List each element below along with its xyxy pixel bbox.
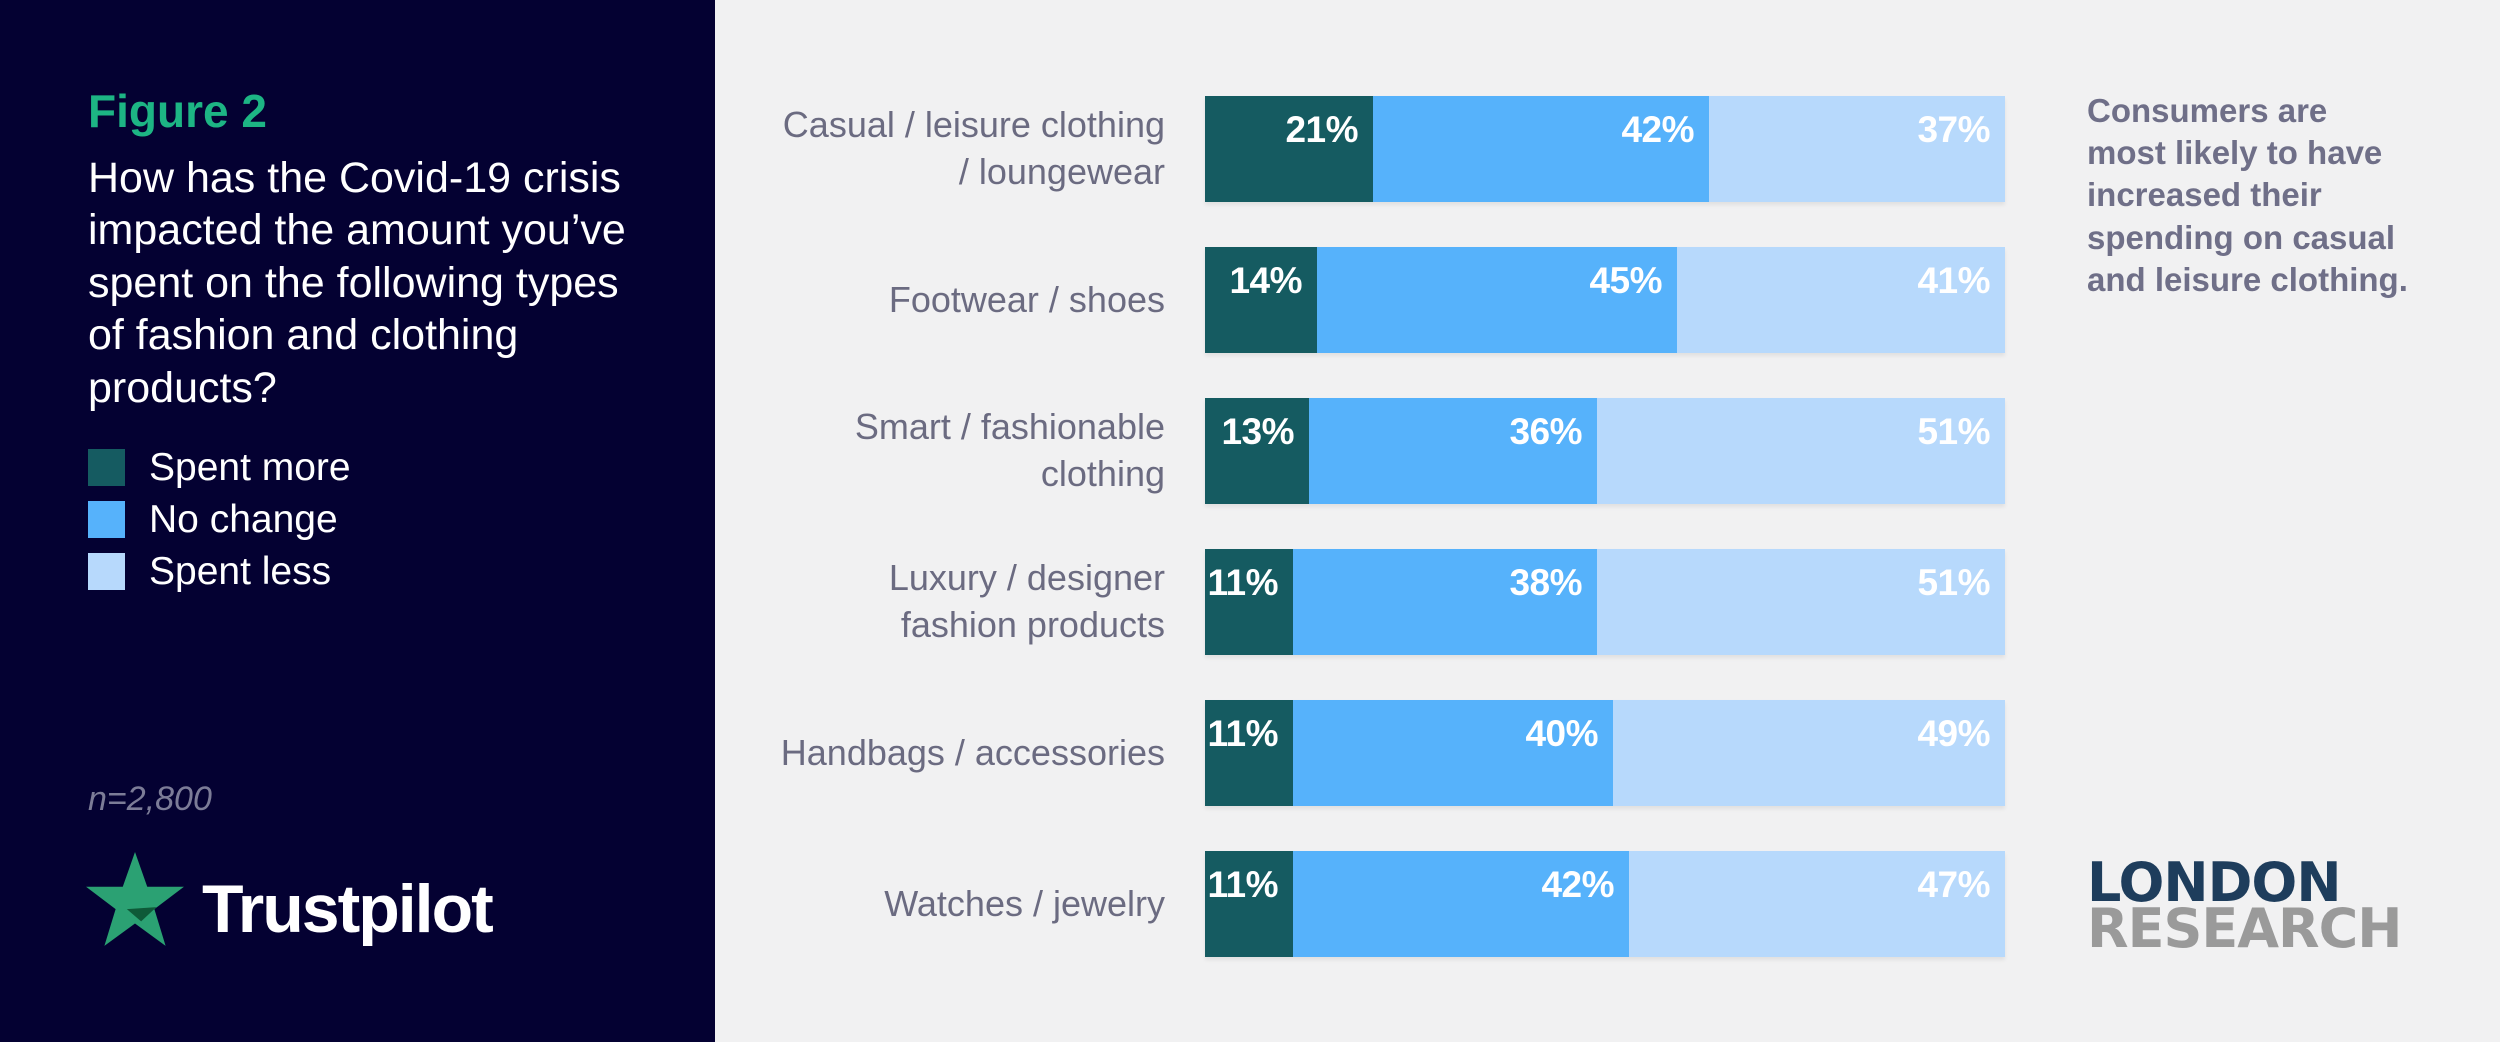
bar-value: 11%: [1207, 562, 1278, 603]
bar-value: 11%: [1207, 713, 1278, 754]
category-label: Luxury / designer fashion products: [888, 557, 1165, 645]
bar-value: 45%: [1589, 260, 1662, 301]
legend-label: Spent more: [149, 446, 351, 489]
bar-segment-no-change: 45%: [1317, 247, 1677, 353]
chart-question-title: How has the Covid-19 crisis impacted the…: [88, 154, 626, 412]
figure-label: Figure 2: [88, 85, 267, 137]
bar-value: 37%: [1917, 109, 1990, 150]
bar-segment-spent-less: 37%: [1709, 96, 2005, 202]
bar-segment-spent-more: 14%: [1205, 247, 1317, 353]
bar-segment-no-change: 42%: [1373, 96, 1709, 202]
bar-track: 21% 42% 37%: [1205, 96, 2005, 202]
bar-segment-spent-more: 11%: [1205, 549, 1293, 655]
bar-value: 38%: [1509, 562, 1582, 603]
bar-segment-spent-less: 41%: [1677, 247, 2005, 353]
bar-value: 51%: [1917, 562, 1990, 603]
bar-value: 47%: [1917, 864, 1990, 905]
bar-row: Smart / fashionable clothing 13% 36% 51%: [715, 398, 2005, 504]
bar-value: 51%: [1917, 411, 1990, 452]
legend-swatch: [88, 501, 125, 538]
callout-text: Consumers are most likely to have increa…: [2087, 92, 2408, 298]
bar-segment-spent-more: 21%: [1205, 96, 1373, 202]
london-research-logo-line2: RESEARCH: [2087, 897, 2402, 961]
bar-segment-spent-less: 51%: [1597, 398, 2005, 504]
legend-item: Spent more: [88, 448, 351, 487]
bar-track: 11% 42% 47%: [1205, 851, 2005, 957]
bar-value: 41%: [1917, 260, 1990, 301]
sample-size: n=2,800: [88, 780, 212, 818]
bar-value: 36%: [1509, 411, 1582, 452]
bar-value: 14%: [1229, 260, 1302, 301]
category-label: Casual / leisure clothing / loungewear: [782, 104, 1165, 192]
bar-value: 21%: [1285, 109, 1358, 150]
category-label: Handbags / accessories: [780, 731, 1165, 773]
bar-segment-no-change: 40%: [1293, 700, 1613, 806]
bar-track: 14% 45% 41%: [1205, 247, 2005, 353]
bar-segment-no-change: 42%: [1293, 851, 1629, 957]
bar-segment-spent-more: 13%: [1205, 398, 1309, 504]
legend: Spent more No change Spent less: [88, 448, 351, 604]
category-label: Smart / fashionable clothing: [854, 406, 1165, 494]
bar-rows: Casual / leisure clothing / loungewear 21…: [715, 96, 2005, 1002]
bar-segment-no-change: 36%: [1309, 398, 1597, 504]
bar-segment-no-change: 38%: [1293, 549, 1597, 655]
bar-segment-spent-more: 11%: [1205, 700, 1293, 806]
legend-label: No change: [149, 498, 338, 541]
london-research-logo-line1: LONDON: [2087, 851, 2342, 914]
bar-value: 49%: [1917, 713, 1990, 754]
legend-item: No change: [88, 500, 351, 539]
bar-track: 11% 38% 51%: [1205, 549, 2005, 655]
chart-area: Casual / leisure clothing / loungewear 21…: [715, 0, 2500, 1042]
bar-segment-spent-more: 11%: [1205, 851, 1293, 957]
bar-value: 11%: [1207, 864, 1278, 905]
bar-row: Casual / leisure clothing / loungewear 21…: [715, 96, 2005, 202]
bar-segment-spent-less: 51%: [1597, 549, 2005, 655]
legend-swatch: [88, 553, 125, 590]
left-panel: Figure 2 How has the Covid-19 crisis imp…: [0, 0, 715, 1042]
bar-track: 13% 36% 51%: [1205, 398, 2005, 504]
bar-row: Watches / jewelry 11% 42% 47%: [715, 851, 2005, 957]
trustpilot-wordmark: Trustpilot: [202, 870, 494, 947]
trustpilot-star-icon: [86, 852, 184, 946]
bar-track: 11% 40% 49%: [1205, 700, 2005, 806]
bar-value: 13%: [1221, 411, 1294, 452]
bar-row: Footwear / shoes 14% 45% 41%: [715, 247, 2005, 353]
bar-segment-spent-less: 47%: [1629, 851, 2005, 957]
trustpilot-logo: Trustpilot: [84, 852, 494, 949]
legend-swatch: [88, 449, 125, 486]
bar-row: Luxury / designer fashion products 11% 38%…: [715, 549, 2005, 655]
legend-label: Spent less: [149, 550, 332, 593]
bar-segment-spent-less: 49%: [1613, 700, 2005, 806]
bar-value: 42%: [1621, 109, 1694, 150]
bar-value: 42%: [1541, 864, 1614, 905]
category-label: Footwear / shoes: [888, 278, 1165, 320]
category-label: Watches / jewelry: [884, 882, 1165, 924]
london-research-logo: LONDON RESEARCH: [2087, 851, 2402, 961]
bar-value: 40%: [1525, 713, 1598, 754]
bar-row: Handbags / accessories 11% 40% 49%: [715, 700, 2005, 806]
legend-item: Spent less: [88, 552, 351, 591]
